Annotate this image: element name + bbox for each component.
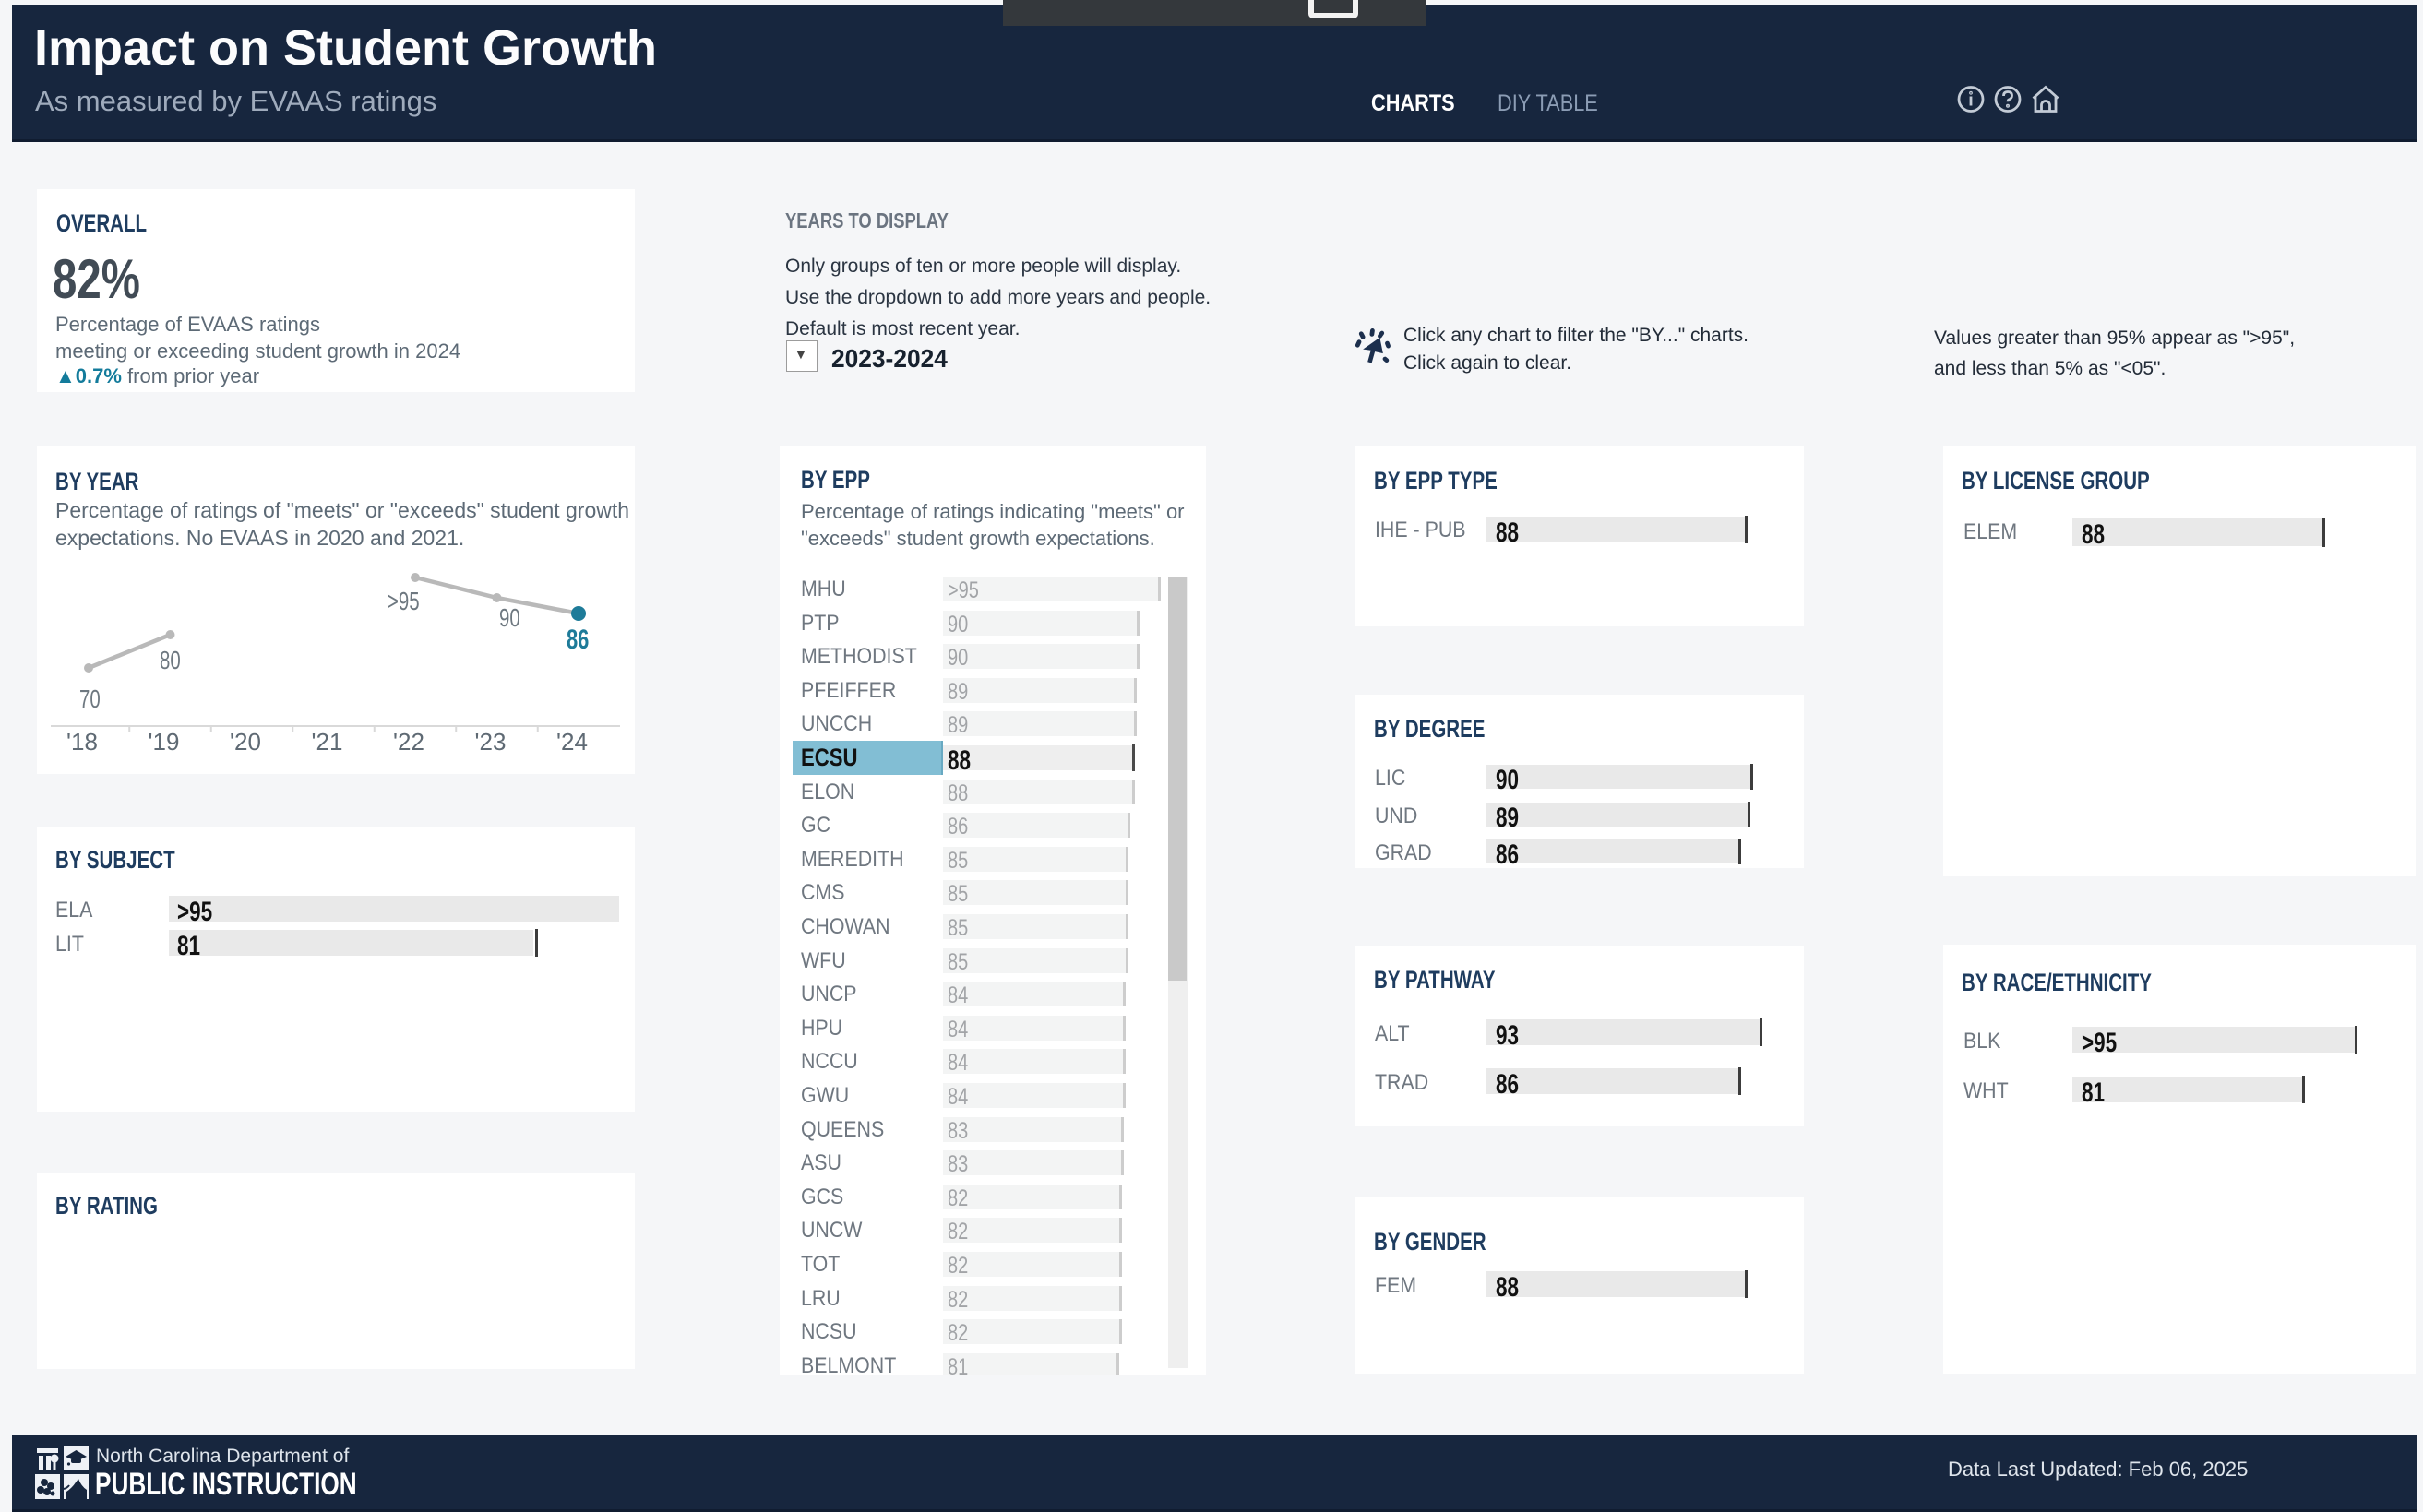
- svg-text:'22: '22: [393, 728, 424, 756]
- svg-text:'18: '18: [66, 728, 98, 756]
- svg-text:'24: '24: [556, 728, 588, 756]
- svg-text:'20: '20: [230, 728, 261, 756]
- svg-text:'19: '19: [149, 728, 180, 756]
- svg-text:'23: '23: [475, 728, 507, 756]
- svg-text:'21: '21: [312, 728, 343, 756]
